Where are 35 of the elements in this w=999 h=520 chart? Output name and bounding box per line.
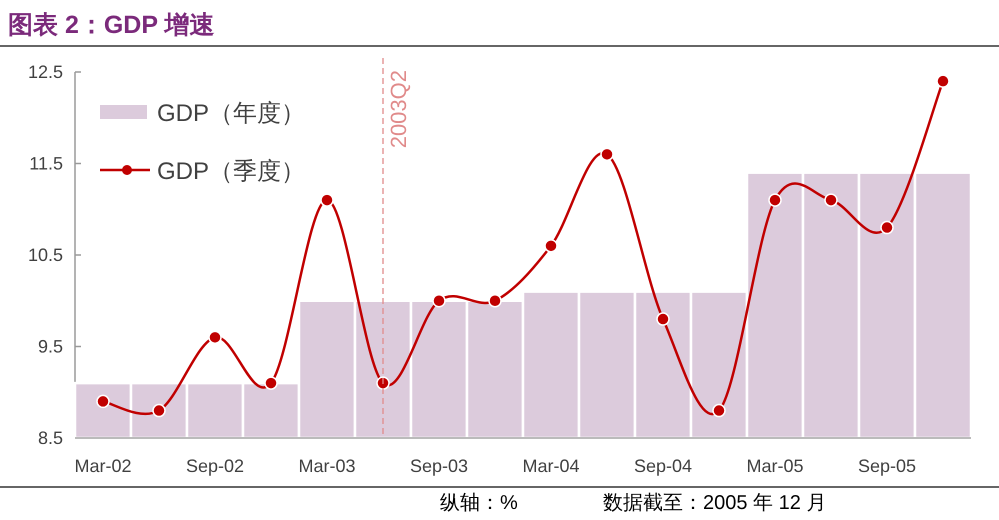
point (208, 330, 222, 344)
point (544, 239, 558, 253)
y-tick-label: 8.5 (38, 428, 63, 448)
point (488, 294, 502, 308)
x-tick-label: Sep-04 (634, 456, 692, 476)
x-tick-label: Sep-03 (410, 456, 468, 476)
x-tick-label: Sep-02 (186, 456, 244, 476)
ref-line-label: 2003Q2 (386, 70, 411, 148)
point (264, 376, 278, 390)
x-tick-label: Mar-04 (522, 456, 580, 476)
text: 纵轴：% (440, 492, 518, 514)
y-tick-label: 9.5 (38, 336, 63, 356)
point (320, 193, 334, 207)
point (152, 404, 166, 418)
x-tick-label: Mar-05 (746, 456, 804, 476)
y-tick-label: 11.5 (29, 154, 63, 174)
point (656, 312, 670, 326)
point (880, 220, 894, 234)
x-tick-label: Sep-05 (858, 456, 916, 476)
text: 数据截至：2005 年 12 月 (603, 492, 826, 514)
point (432, 294, 446, 308)
legend-label: GDP（年度） (157, 100, 306, 127)
x-tick-label: Mar-02 (74, 456, 132, 476)
point (824, 193, 838, 207)
point (600, 148, 614, 162)
x-tick-label: Mar-03 (298, 456, 356, 476)
point (768, 193, 782, 207)
legend-label: GDP（季度） (157, 158, 306, 185)
chart-title: 图表 2：GDP 增速 (8, 11, 215, 39)
point (712, 404, 726, 418)
y-tick-label: 12.5 (28, 62, 63, 82)
point (96, 394, 110, 408)
point (936, 74, 950, 88)
y-tick-label: 10.5 (28, 245, 63, 265)
point (376, 376, 390, 390)
